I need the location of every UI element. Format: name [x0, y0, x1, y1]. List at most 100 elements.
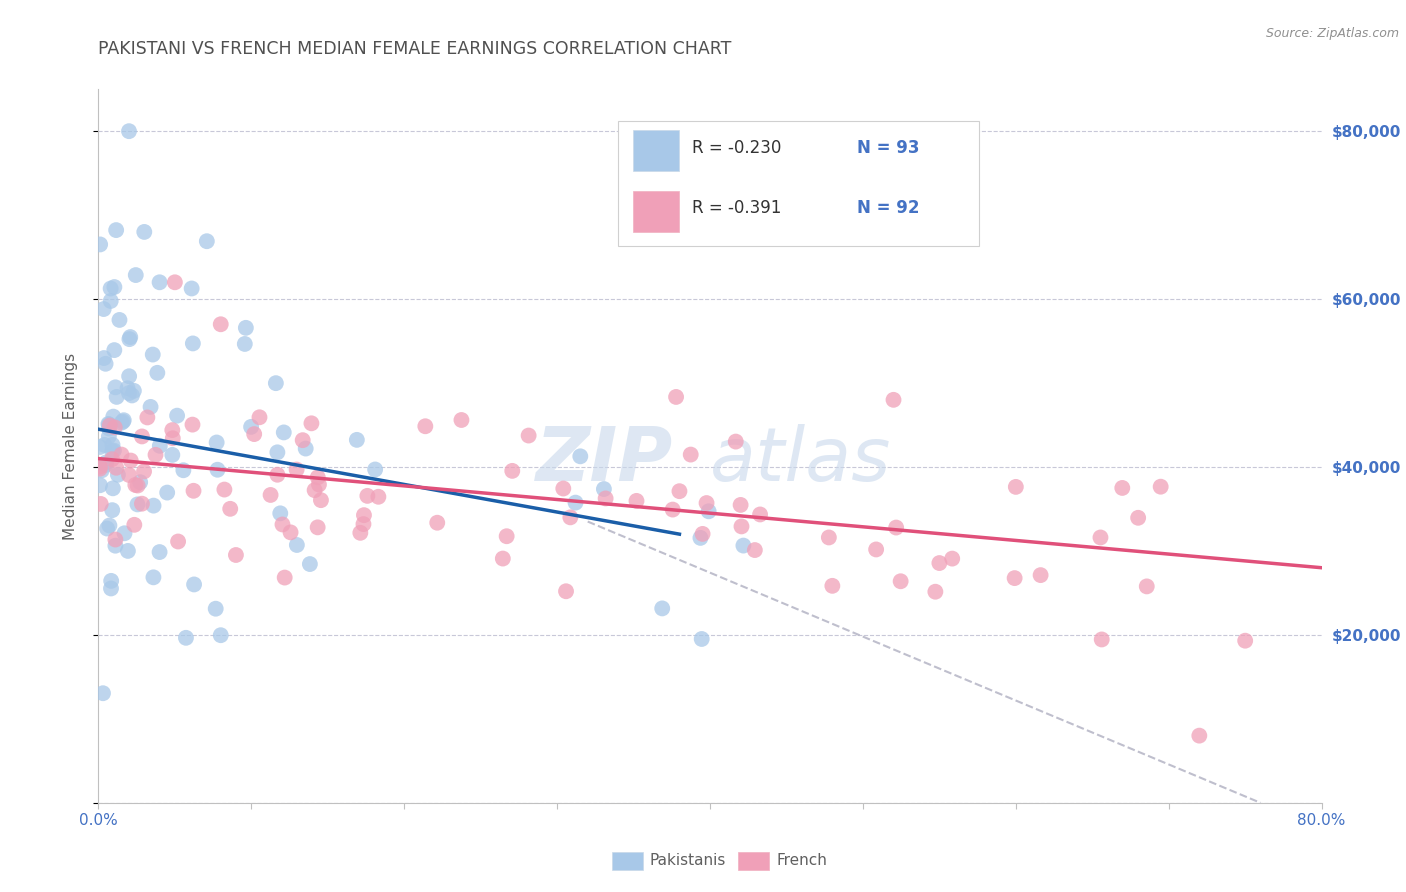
Point — [271, 517, 294, 532]
Point — [744, 543, 766, 558]
Point — [89, 478, 111, 492]
Point — [110, 448, 132, 462]
Text: R = -0.230: R = -0.230 — [692, 139, 782, 157]
Point — [118, 467, 141, 482]
Point — [120, 330, 142, 344]
Point — [697, 504, 720, 518]
Text: PAKISTANI VS FRENCH MEDIAN FEMALE EARNINGS CORRELATION CHART: PAKISTANI VS FRENCH MEDIAN FEMALE EARNIN… — [98, 40, 731, 58]
Point — [104, 420, 127, 434]
Point — [1091, 632, 1114, 647]
Point — [117, 544, 139, 558]
Point — [928, 556, 950, 570]
Point — [166, 409, 188, 423]
Point — [651, 601, 673, 615]
Point — [301, 417, 323, 431]
Point — [101, 503, 124, 517]
FancyBboxPatch shape — [619, 121, 979, 246]
Point — [1234, 633, 1257, 648]
Point — [450, 413, 472, 427]
Point — [924, 584, 946, 599]
Point — [127, 478, 149, 492]
Point — [696, 496, 718, 510]
Point — [91, 686, 114, 700]
Point — [105, 460, 128, 475]
Point — [690, 632, 713, 646]
Point — [569, 450, 592, 464]
Point — [689, 531, 711, 545]
Point — [183, 483, 205, 498]
Point — [93, 301, 115, 316]
Point — [233, 337, 256, 351]
Point — [730, 519, 752, 533]
Point — [308, 477, 330, 491]
Point — [104, 539, 127, 553]
Point — [136, 410, 159, 425]
Point — [243, 427, 266, 442]
Text: N = 93: N = 93 — [856, 139, 920, 157]
Point — [114, 526, 136, 541]
Point — [96, 522, 118, 536]
Point — [426, 516, 449, 530]
Point — [111, 415, 134, 429]
Point — [1136, 579, 1159, 593]
Point — [668, 484, 690, 499]
Point — [98, 417, 121, 432]
Point — [294, 442, 316, 456]
Point — [307, 520, 329, 534]
Point — [142, 570, 165, 584]
Point — [240, 420, 263, 434]
Point — [1150, 480, 1173, 494]
FancyBboxPatch shape — [633, 130, 679, 171]
Point — [298, 557, 321, 571]
Point — [249, 410, 271, 425]
Point — [941, 551, 963, 566]
Point — [266, 445, 288, 459]
Point — [118, 386, 141, 401]
Point — [100, 582, 122, 596]
Point — [219, 501, 242, 516]
Point — [162, 431, 184, 445]
Point — [162, 448, 184, 462]
Point — [692, 527, 714, 541]
Point — [89, 237, 111, 252]
Point — [101, 444, 124, 458]
Point — [1004, 480, 1026, 494]
Point — [120, 453, 142, 467]
Point — [90, 463, 112, 477]
Point — [142, 499, 165, 513]
Point — [679, 448, 702, 462]
Point — [273, 425, 295, 440]
Point — [118, 332, 141, 346]
Point — [122, 384, 145, 398]
Point — [367, 490, 389, 504]
Point — [415, 419, 437, 434]
Point — [346, 433, 368, 447]
Point — [492, 551, 515, 566]
Point — [89, 459, 111, 474]
Point — [180, 281, 202, 295]
Point — [149, 545, 172, 559]
Point — [172, 463, 194, 477]
Point — [818, 531, 841, 545]
Point — [307, 470, 329, 484]
Point — [225, 548, 247, 562]
Point — [1188, 729, 1211, 743]
Point — [884, 520, 907, 534]
Point — [89, 440, 111, 454]
Point — [162, 423, 184, 437]
Point — [156, 485, 179, 500]
Point — [364, 462, 387, 476]
Point — [593, 482, 616, 496]
Point — [105, 223, 128, 237]
Point — [209, 628, 232, 642]
Point — [127, 497, 149, 511]
Point — [98, 421, 121, 435]
Point — [103, 443, 125, 458]
Point — [105, 390, 128, 404]
Point — [1029, 568, 1052, 582]
Point — [104, 533, 127, 547]
Point — [665, 390, 688, 404]
Point — [129, 475, 152, 490]
Point — [90, 497, 112, 511]
Point — [97, 417, 120, 431]
